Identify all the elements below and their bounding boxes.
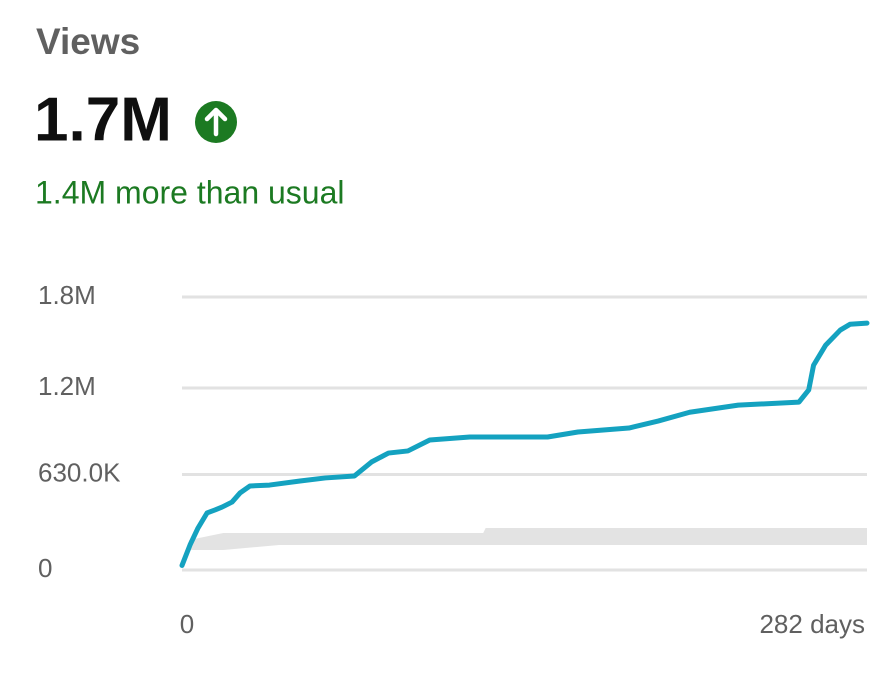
up-icon [195,101,237,143]
y-tick-label: 0 [38,553,52,583]
y-tick-label: 1.2M [38,371,96,401]
headline-value: 1.7M [34,85,172,154]
typical-range-band [182,527,867,567]
views-line [179,320,870,568]
subtitle: 1.4M more than usual [35,174,345,210]
chart-title: Views [36,21,140,62]
y-tick-label: 1.8M [38,280,96,310]
x-tick-label: 0 [180,609,194,639]
x-tick-label: 282 days [759,609,865,639]
y-tick-label: 630.0K [38,457,121,487]
